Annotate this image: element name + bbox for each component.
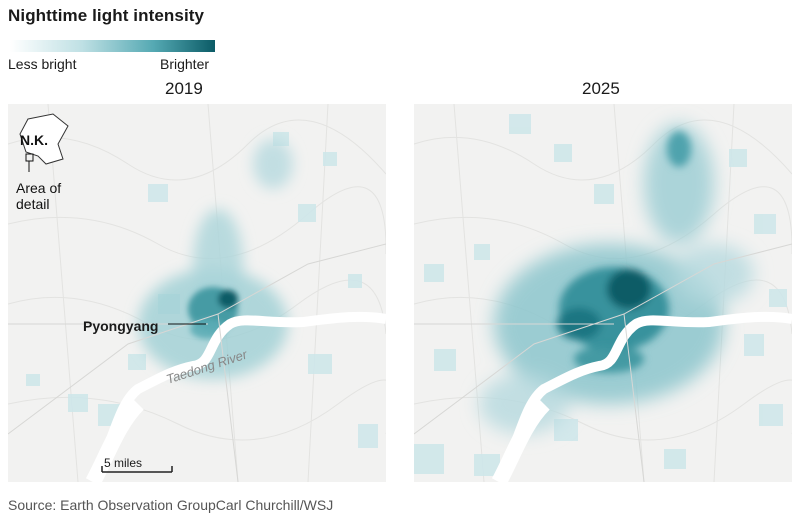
city-label: Pyongyang [83,318,159,334]
map-panel-2025 [414,104,792,482]
panel-year-2019: 2019 [165,79,203,98]
river-mouth [491,398,550,482]
panel-year-2025: 2025 [582,79,620,98]
river-mouth [85,398,144,482]
light-core-2025 [557,131,691,373]
chart-title: Nighttime light intensity [8,6,205,25]
inset-detail-label-line2: detail [16,196,50,212]
source-credit: Source: Earth Observation GroupCarl Chur… [8,497,334,513]
legend-color-bar [10,40,215,52]
map-2025 [414,104,792,482]
light-pale-patches [414,114,787,476]
detail-box-marker [25,153,34,162]
taedong-river [494,311,792,482]
inset-locator-map [19,113,69,172]
roads [414,243,792,482]
inset-country-label: N.K. [20,132,48,148]
legend-low-label: Less bright [8,56,77,72]
taedong-river [88,311,386,482]
map-2019: Taedong River [8,104,386,482]
scale-bar [101,466,173,473]
scale-label: 5 miles [104,456,143,470]
map-panel-2019: Taedong River [8,104,386,482]
legend-high-label: Brighter [160,56,210,72]
inset-detail-label-line1: Area of [16,180,62,196]
